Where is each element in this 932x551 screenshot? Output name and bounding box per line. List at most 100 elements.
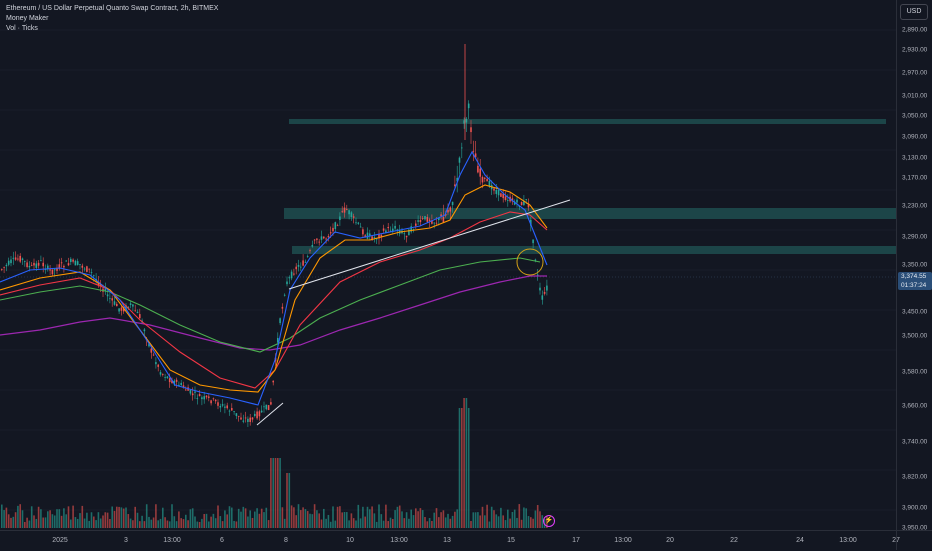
volume-bar [180,518,182,528]
volume-bar [235,521,238,528]
volume-bar [21,510,24,528]
volume-bar [74,517,77,528]
volume-bar [127,514,130,528]
volume-bar [274,458,277,528]
candle-body [403,233,406,235]
candle-body [456,177,458,182]
volume-bar [539,511,541,528]
candle-body [454,184,456,187]
candle-body [369,233,371,236]
candle-body [481,177,484,183]
volume-bar [502,515,504,528]
legend-indicator-money-maker[interactable]: Money Maker [6,15,49,22]
volume-bar [3,510,5,528]
volume-bar [221,521,224,528]
volume-bar [196,521,199,528]
volume-bar [534,510,537,528]
volume-bar [346,512,348,528]
ema-green-line [0,257,541,353]
candle-body [171,380,173,384]
time-tick: 10 [346,537,354,544]
volume-bar [247,516,249,528]
chart-pane[interactable]: Ethereum / US Dollar Perpetual Quanto Sw… [0,0,896,530]
volume-bar [516,517,518,528]
volume-bar [523,507,525,528]
volume-bar [401,511,403,528]
volume-bar [323,508,325,528]
volume-bar [19,504,21,528]
volume-bar [270,458,272,528]
candle-body [1,269,3,270]
candle-body [433,222,435,224]
candle-body [265,404,268,410]
volume-bar [194,516,196,528]
current-price-label: 3,374.55 01:37:24 [898,272,932,290]
volume-bar [394,510,396,528]
volume-bar [164,517,166,528]
candle-body [258,411,261,417]
candle-body [221,404,224,406]
candle-body [28,265,31,268]
candle-body [435,222,438,224]
candle-body [194,391,196,393]
legend-indicator-volume[interactable]: Vol · Ticks [6,25,38,32]
volume-bar [143,521,146,528]
volume-bar [162,507,164,528]
candle-body [244,417,247,419]
volume-bar [155,504,157,528]
candle-body [389,230,392,232]
candle-body [56,267,58,271]
volume-bar [373,513,376,528]
price-tick: 3,580.00 [902,368,928,376]
volume-bar [7,514,10,528]
volume-bar [336,506,339,528]
volume-bar [541,515,544,528]
candle-body [203,396,205,400]
candle-body [504,196,507,201]
volume-bar [141,515,143,528]
candle-body [362,229,364,235]
volume-bar [329,521,332,528]
volume-bar [104,512,107,528]
candle-body [279,318,281,324]
candle-body [421,218,424,220]
price-tick: 3,950.00 [902,524,928,532]
volume-bar [458,408,461,528]
price-tick: 3,130.00 [902,154,928,162]
candle-body [417,220,419,222]
volume-bar [513,509,516,528]
volume-bar [481,506,484,528]
candle-body [350,212,353,218]
price-tick: 3,900.00 [902,504,928,512]
time-tick: 24 [796,537,804,544]
volume-bar [5,507,8,528]
legend-symbol[interactable]: Ethereum / US Dollar Perpetual Quanto Sw… [6,5,219,12]
candle-body [231,408,233,411]
price-axis[interactable]: 2,890.00 2,930.00 2,970.00 3,010.00 3,050.00… [896,0,932,532]
volume-bar [139,521,141,528]
candle-body [180,382,182,386]
candle-body [136,311,139,314]
candle-body [83,268,86,270]
time-tick: 17 [572,537,580,544]
candle-body [99,284,102,287]
time-tick: 6 [220,537,224,544]
time-axis[interactable]: 2025 3 13:00 6 8 10 13:00 13 15 17 13:00 20 22 24 13:0… [0,530,932,551]
candle-body [49,269,51,271]
candle-body [72,259,74,262]
candlestick-chart[interactable] [0,0,896,530]
volume-bar [286,473,288,528]
volume-bar [290,505,293,528]
volume-bar [120,507,123,528]
volume-bar [449,518,452,528]
candle-body [260,410,263,413]
volume-bar [486,504,488,528]
price-tick: 3,740.00 [902,438,928,446]
candle-body [233,411,235,412]
volume-bar [125,507,127,528]
volume-bar [198,521,201,528]
lightning-icon[interactable]: ⚡ [543,515,555,527]
support-zone [292,246,896,254]
currency-button[interactable]: USD [900,4,928,20]
volume-bar [205,513,208,528]
